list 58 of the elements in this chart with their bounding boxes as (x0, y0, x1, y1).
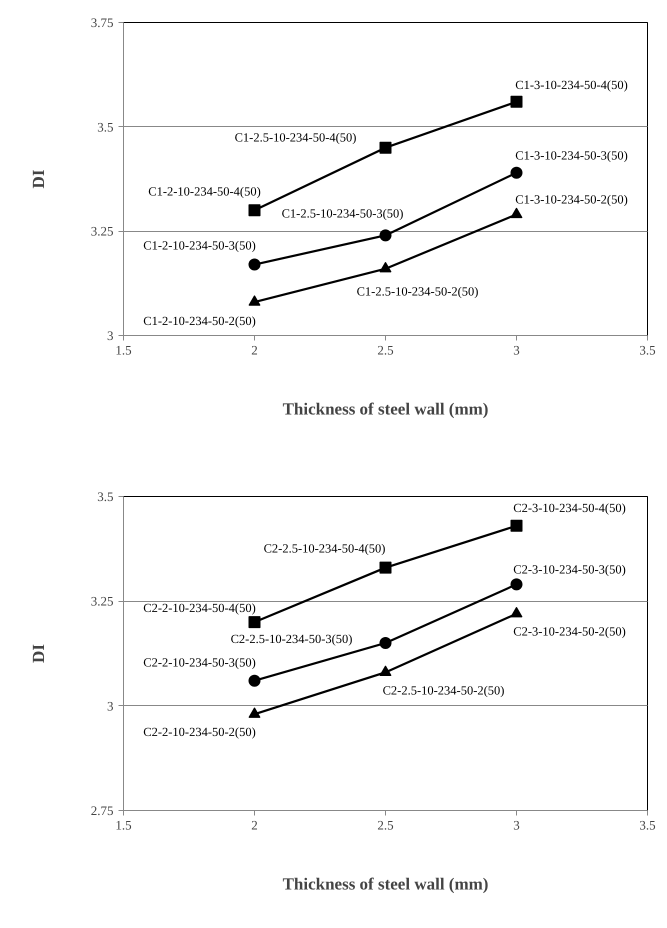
y-tick-label: 3.5 (97, 119, 114, 134)
y-tick-label: 3 (107, 328, 114, 343)
x-tick-label: 2 (251, 342, 258, 358)
annotation: C2-2.5-10-234-50-3(50) (230, 632, 352, 646)
y-tick-label: 3.25 (90, 594, 114, 609)
annotation: C1-2-10-234-50-3(50) (143, 238, 256, 253)
point (510, 208, 522, 218)
annotation: C1-2.5-10-234-50-2(50) (356, 284, 478, 299)
annotation: C1-3-10-234-50-2(50) (515, 192, 628, 206)
x-tick-label: 3 (513, 818, 520, 832)
annotation: C2-2.5-10-234-50-2(50) (382, 683, 504, 698)
x-tick-label: 2.5 (377, 342, 394, 358)
y-tick-label: 2.75 (90, 803, 114, 818)
y-axis-title: DI (28, 169, 48, 188)
x-tick-label: 2 (251, 818, 258, 832)
x-tick-label: 3.5 (639, 342, 656, 358)
point (380, 142, 392, 154)
point (510, 520, 522, 532)
annotation: C2-2.5-10-234-50-4(50) (264, 542, 386, 556)
point (380, 665, 392, 676)
y-tick-label: 3.75 (90, 15, 114, 30)
point (380, 229, 392, 242)
annotation: C2-2-10-234-50-3(50) (143, 656, 256, 670)
annotation: C1-2.5-10-234-50-3(50) (282, 206, 404, 220)
x-tick-label: 1.5 (115, 818, 132, 832)
x-axis-title: Thickness of steel wall (mm) (282, 874, 488, 894)
point (510, 606, 522, 618)
point (248, 258, 260, 271)
x-axis-title: Thickness of steel wall (mm) (282, 400, 488, 418)
point (248, 707, 260, 718)
annotation: C2-3-10-234-50-2(50) (513, 624, 626, 639)
annotation: C2-2-10-234-50-2(50) (143, 725, 256, 740)
annotation: C2-3-10-234-50-4(50) (513, 500, 626, 515)
point (248, 674, 260, 687)
point (380, 262, 392, 272)
x-tick-label: 3 (513, 342, 520, 358)
point (248, 204, 260, 216)
y-tick-label: 3.25 (90, 224, 114, 239)
point (510, 96, 522, 108)
point (248, 295, 260, 306)
y-axis-title: DI (28, 644, 48, 663)
point (510, 578, 522, 590)
annotation: C1-2.5-10-234-50-4(50) (234, 130, 356, 145)
annotation: C1-3-10-234-50-4(50) (515, 78, 628, 92)
point (380, 637, 392, 650)
point (248, 616, 260, 628)
annotation: C2-2-10-234-50-4(50) (143, 601, 256, 616)
x-tick-label: 3.5 (639, 818, 656, 832)
annotation: C1-3-10-234-50-3(50) (515, 148, 628, 163)
y-tick-label: 3 (107, 698, 114, 714)
point (380, 562, 392, 574)
annotation: C2-3-10-234-50-3(50) (513, 562, 626, 576)
y-tick-label: 3.5 (97, 489, 114, 504)
annotation: C1-2-10-234-50-4(50) (148, 184, 261, 198)
annotation: C1-2-10-234-50-2(50) (143, 314, 256, 328)
x-tick-label: 1.5 (115, 342, 132, 358)
point (510, 166, 522, 179)
x-tick-label: 2.5 (377, 818, 394, 832)
